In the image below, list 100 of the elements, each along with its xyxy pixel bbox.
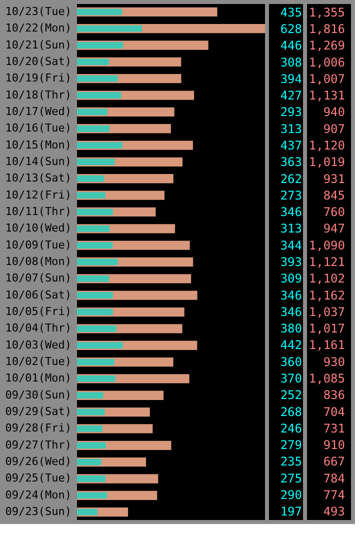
data-label: 268 bbox=[280, 404, 302, 419]
bar bbox=[77, 208, 113, 216]
bar bbox=[77, 426, 102, 432]
bar bbox=[77, 158, 115, 166]
data-label: 293 bbox=[280, 105, 302, 120]
data-label: 252 bbox=[280, 388, 302, 402]
y-tick-label: 09/23(Sun) bbox=[5, 505, 72, 518]
bar bbox=[77, 458, 102, 466]
data-label: 363 bbox=[280, 155, 302, 170]
data-label: 273 bbox=[280, 188, 302, 202]
bar bbox=[77, 392, 104, 399]
bar bbox=[77, 75, 118, 82]
data-label: 197 bbox=[280, 504, 302, 519]
bar bbox=[77, 325, 116, 332]
data-label: 493 bbox=[323, 504, 345, 519]
bar bbox=[77, 408, 105, 416]
bar bbox=[77, 108, 108, 116]
data-label: 394 bbox=[280, 72, 302, 86]
data-label: 947 bbox=[323, 222, 345, 236]
y-tick-label: 10/15(Mon) bbox=[5, 138, 72, 152]
data-label: 1,019 bbox=[308, 155, 345, 170]
data-label: 930 bbox=[323, 354, 345, 369]
y-tick-label: 10/01(Mon) bbox=[5, 372, 72, 385]
y-tick-label: 09/29(Sat) bbox=[5, 405, 72, 418]
data-label: 1,816 bbox=[308, 22, 345, 36]
y-tick-label: 09/26(Wed) bbox=[5, 455, 72, 468]
data-label: 1,269 bbox=[308, 38, 345, 53]
bar bbox=[77, 225, 110, 232]
y-tick-label: 09/24(Mon) bbox=[5, 488, 72, 502]
y-tick-label: 10/07(Sun) bbox=[5, 272, 72, 285]
y-tick-label: 09/28(Fri) bbox=[5, 422, 72, 435]
y-tick-label: 09/25(Tue) bbox=[5, 472, 72, 485]
bar bbox=[77, 492, 108, 499]
y-tick-label: 10/12(Fri) bbox=[5, 188, 72, 202]
data-label: 313 bbox=[280, 222, 302, 236]
bar bbox=[77, 258, 118, 266]
data-label: 437 bbox=[280, 138, 302, 152]
data-label: 1,120 bbox=[308, 138, 345, 152]
data-label: 1,161 bbox=[308, 338, 345, 352]
data-label: 290 bbox=[280, 488, 302, 502]
y-tick-label: 10/04(Thr) bbox=[5, 322, 72, 335]
data-label: 308 bbox=[280, 55, 302, 70]
data-label: 784 bbox=[323, 471, 345, 486]
data-label: 940 bbox=[323, 105, 345, 120]
bar bbox=[77, 8, 122, 16]
data-label: 1,037 bbox=[308, 304, 345, 319]
y-tick-label: 10/21(Sun) bbox=[5, 38, 72, 52]
data-label: 370 bbox=[280, 372, 302, 386]
y-tick-label: 10/23(Tue) bbox=[5, 4, 72, 18]
data-label: 246 bbox=[280, 421, 302, 436]
data-label: 1,121 bbox=[308, 255, 345, 269]
data-label: 1,162 bbox=[308, 288, 345, 302]
bar bbox=[77, 25, 142, 32]
y-tick-label: 09/27(Thr) bbox=[5, 438, 72, 452]
bar bbox=[77, 308, 113, 316]
y-tick-label: 10/08(Mon) bbox=[5, 255, 72, 268]
y-tick-label: 10/13(Sat) bbox=[5, 172, 72, 185]
y-tick-label: 10/18(Thr) bbox=[5, 88, 72, 102]
data-label: 1,090 bbox=[308, 238, 345, 252]
bar bbox=[77, 292, 113, 299]
bar bbox=[77, 275, 109, 282]
data-label: 1,085 bbox=[308, 372, 345, 386]
y-tick-label: 10/05(Fri) bbox=[5, 305, 72, 318]
data-label: 275 bbox=[280, 471, 302, 486]
bar bbox=[77, 376, 116, 382]
data-label: 235 bbox=[280, 454, 302, 469]
data-label: 760 bbox=[323, 205, 345, 220]
y-tick-label: 10/10(Wed) bbox=[5, 222, 72, 235]
data-label: 845 bbox=[323, 188, 345, 202]
bar bbox=[77, 192, 106, 199]
data-label: 1,355 bbox=[308, 5, 345, 20]
y-tick-label: 10/11(Thr) bbox=[5, 204, 72, 218]
y-tick-label: 10/09(Tue) bbox=[5, 238, 72, 252]
data-label: 1,007 bbox=[308, 72, 345, 86]
data-label: 313 bbox=[280, 122, 302, 136]
y-tick-label: 10/16(Tue) bbox=[5, 122, 72, 135]
y-tick-label: 10/19(Fri) bbox=[5, 72, 72, 85]
data-label: 1,006 bbox=[308, 55, 345, 70]
bar bbox=[77, 125, 110, 132]
data-label: 836 bbox=[323, 388, 345, 402]
data-label: 774 bbox=[323, 488, 345, 502]
data-label: 346 bbox=[280, 205, 302, 220]
data-label: 446 bbox=[280, 38, 302, 53]
bar bbox=[77, 342, 123, 349]
y-tick-label: 09/30(Sun) bbox=[5, 388, 72, 402]
y-tick-label: 10/06(Sat) bbox=[5, 288, 72, 302]
data-label: 309 bbox=[280, 272, 302, 286]
bar bbox=[77, 476, 106, 482]
bar bbox=[77, 442, 106, 449]
data-label: 910 bbox=[323, 438, 345, 452]
data-label: 360 bbox=[280, 354, 302, 369]
data-label: 435 bbox=[280, 5, 302, 20]
data-label: 704 bbox=[323, 404, 345, 419]
bar bbox=[77, 175, 104, 182]
data-label: 346 bbox=[280, 288, 302, 302]
data-label: 1,017 bbox=[308, 322, 345, 336]
data-label: 931 bbox=[323, 172, 345, 186]
data-label: 907 bbox=[323, 122, 345, 136]
data-label: 667 bbox=[323, 454, 345, 469]
data-label: 393 bbox=[280, 255, 302, 269]
